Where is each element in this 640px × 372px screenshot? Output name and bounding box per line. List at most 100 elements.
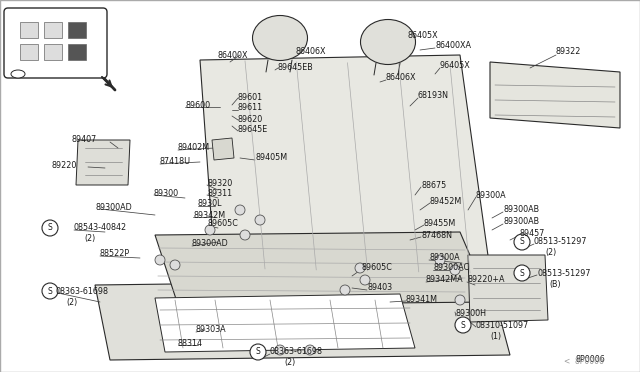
Text: S: S: [47, 286, 52, 295]
Polygon shape: [468, 255, 548, 322]
Text: <  8P0006: < 8P0006: [564, 357, 604, 366]
Text: 86406X: 86406X: [296, 48, 326, 57]
Circle shape: [305, 345, 315, 355]
Text: 8P0006: 8P0006: [576, 355, 605, 363]
Circle shape: [42, 283, 58, 299]
Text: 89605C: 89605C: [362, 263, 393, 272]
Polygon shape: [155, 232, 490, 305]
Text: 89341M: 89341M: [406, 295, 438, 304]
Text: 89605C: 89605C: [208, 219, 239, 228]
Text: 87418U: 87418U: [160, 157, 191, 167]
Text: 88314: 88314: [178, 339, 203, 347]
Text: 8930L: 8930L: [198, 199, 223, 208]
Text: 86400X: 86400X: [218, 51, 248, 60]
Circle shape: [360, 275, 370, 285]
Circle shape: [514, 265, 530, 281]
Text: 08513-51297: 08513-51297: [537, 269, 591, 278]
Text: 08543-40842: 08543-40842: [74, 224, 127, 232]
Ellipse shape: [360, 19, 415, 64]
Text: S: S: [520, 269, 524, 278]
Text: S: S: [461, 321, 465, 330]
Text: 89320: 89320: [207, 179, 232, 187]
Text: 89645E: 89645E: [238, 125, 268, 135]
Text: 89342M: 89342M: [193, 211, 225, 219]
Text: 89452M: 89452M: [430, 196, 462, 205]
Polygon shape: [76, 140, 130, 185]
Text: 68193N: 68193N: [418, 92, 449, 100]
Text: 89611: 89611: [238, 103, 263, 112]
Text: S: S: [520, 237, 524, 247]
Circle shape: [450, 265, 460, 275]
Text: 96405X: 96405X: [440, 61, 471, 71]
Circle shape: [235, 205, 245, 215]
Text: 08363-61698: 08363-61698: [55, 286, 108, 295]
Bar: [20, 44, 38, 60]
Circle shape: [435, 255, 445, 265]
Text: (2): (2): [284, 357, 295, 366]
Text: 89322: 89322: [556, 48, 581, 57]
Text: 89220: 89220: [52, 160, 77, 170]
Text: 86400XA: 86400XA: [435, 42, 471, 51]
Text: 89600: 89600: [185, 100, 210, 109]
Text: 89303A: 89303A: [196, 326, 227, 334]
FancyBboxPatch shape: [4, 8, 107, 78]
Text: 89455M: 89455M: [424, 218, 456, 228]
Text: (2): (2): [66, 298, 77, 307]
Text: 89220+A: 89220+A: [467, 276, 504, 285]
Text: S: S: [47, 224, 52, 232]
Text: 86405X: 86405X: [408, 31, 438, 39]
Text: (1): (1): [490, 333, 501, 341]
Text: 89601: 89601: [238, 93, 263, 102]
Polygon shape: [95, 280, 510, 360]
Text: 89300A: 89300A: [476, 190, 507, 199]
Text: 08513-51297: 08513-51297: [534, 237, 588, 247]
Ellipse shape: [253, 16, 307, 61]
Text: 89620: 89620: [238, 115, 263, 124]
Text: 08310-51097: 08310-51097: [476, 321, 529, 330]
Circle shape: [455, 295, 465, 305]
Bar: [44, 22, 62, 38]
Text: 89300H: 89300H: [456, 310, 487, 318]
Circle shape: [275, 345, 285, 355]
Polygon shape: [200, 55, 490, 272]
Text: (B): (B): [549, 279, 561, 289]
Circle shape: [155, 255, 165, 265]
Text: 89300AD: 89300AD: [96, 202, 132, 212]
Text: 89300A: 89300A: [429, 253, 460, 263]
Text: (2): (2): [545, 248, 556, 257]
Text: 89457: 89457: [520, 228, 545, 237]
Text: 89405M: 89405M: [255, 154, 287, 163]
Circle shape: [255, 215, 265, 225]
Text: S: S: [255, 347, 260, 356]
Text: 89300AD: 89300AD: [192, 240, 228, 248]
Circle shape: [205, 225, 215, 235]
Text: 89342MA: 89342MA: [426, 276, 463, 285]
Text: 08363-61698: 08363-61698: [270, 347, 323, 356]
Text: 88522P: 88522P: [100, 250, 130, 259]
Bar: [20, 22, 38, 38]
Text: 89300AC: 89300AC: [433, 263, 469, 273]
Bar: [68, 22, 86, 38]
Text: 89300AB: 89300AB: [503, 205, 539, 215]
Bar: [68, 44, 86, 60]
Bar: [44, 44, 62, 60]
Circle shape: [355, 263, 365, 273]
Text: 89403: 89403: [367, 283, 392, 292]
Ellipse shape: [11, 70, 25, 78]
Text: 89645EB: 89645EB: [278, 64, 314, 73]
Circle shape: [514, 234, 530, 250]
Circle shape: [170, 260, 180, 270]
Text: 89402M: 89402M: [178, 144, 210, 153]
Text: 89300AB: 89300AB: [503, 218, 539, 227]
Circle shape: [340, 285, 350, 295]
Text: 88675: 88675: [421, 180, 446, 189]
Circle shape: [455, 317, 471, 333]
Text: 86406X: 86406X: [386, 74, 417, 83]
Text: 89407: 89407: [72, 135, 97, 144]
Circle shape: [240, 230, 250, 240]
Circle shape: [42, 220, 58, 236]
Text: 89311: 89311: [207, 189, 232, 198]
Circle shape: [250, 344, 266, 360]
Text: (2): (2): [84, 234, 95, 244]
Polygon shape: [490, 62, 620, 128]
